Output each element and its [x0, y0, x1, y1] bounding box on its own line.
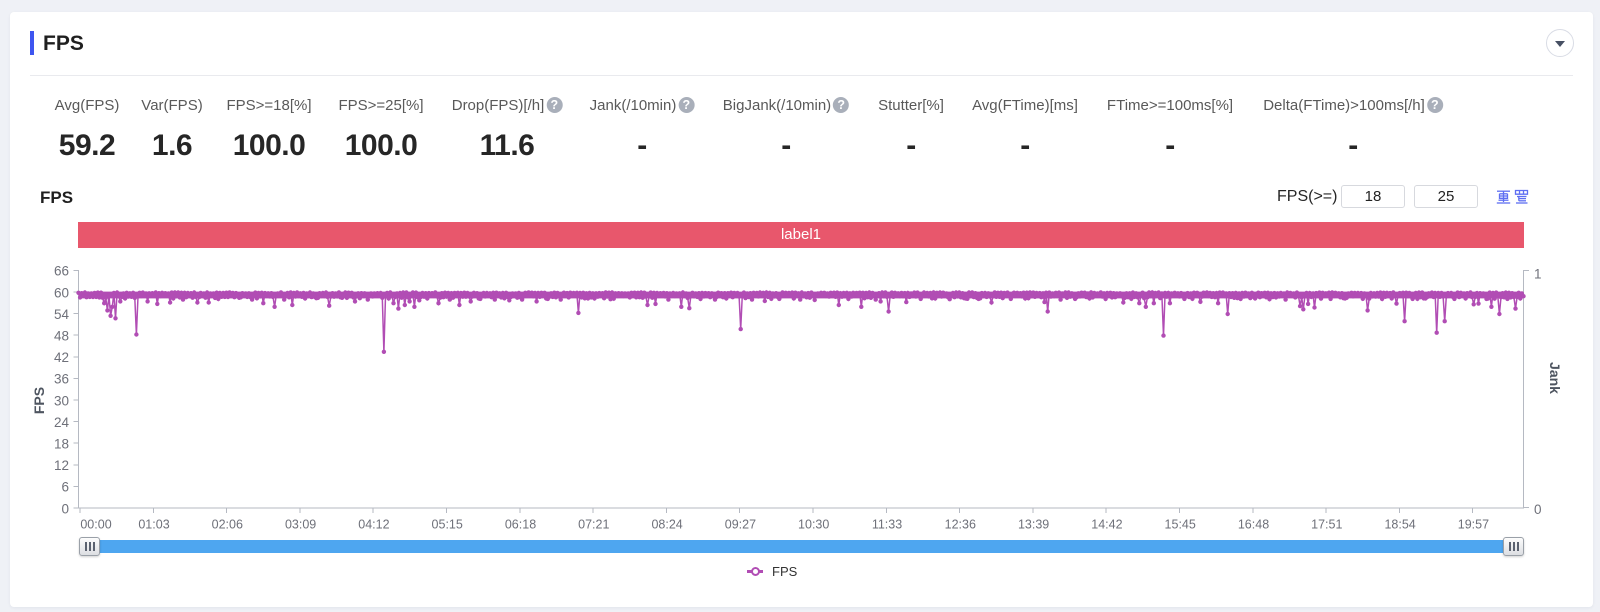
svg-text:12:36: 12:36: [945, 517, 976, 531]
svg-text:10:30: 10:30: [798, 517, 829, 531]
svg-text:18:54: 18:54: [1384, 517, 1415, 531]
svg-text:14:42: 14:42: [1091, 517, 1122, 531]
svg-text:05:15: 05:15: [432, 517, 463, 531]
svg-text:30: 30: [54, 393, 69, 408]
svg-text:18: 18: [54, 437, 69, 452]
svg-text:24: 24: [54, 415, 70, 430]
svg-text:09:27: 09:27: [725, 517, 756, 531]
svg-text:66: 66: [54, 264, 69, 279]
svg-text:04:12: 04:12: [358, 517, 389, 531]
svg-text:01:03: 01:03: [138, 517, 169, 531]
svg-text:06:18: 06:18: [505, 517, 536, 531]
svg-text:FPS: FPS: [31, 387, 47, 414]
svg-text:13:39: 13:39: [1018, 517, 1049, 531]
svg-text:15:45: 15:45: [1165, 517, 1196, 531]
svg-text:00:00: 00:00: [80, 517, 111, 531]
svg-text:07:21: 07:21: [578, 517, 609, 531]
svg-text:6: 6: [61, 480, 69, 495]
svg-text:16:48: 16:48: [1238, 517, 1269, 531]
svg-text:0: 0: [1534, 502, 1542, 517]
svg-text:03:09: 03:09: [285, 517, 316, 531]
svg-text:19:57: 19:57: [1458, 517, 1489, 531]
svg-text:Jank: Jank: [1547, 362, 1563, 394]
svg-text:36: 36: [54, 372, 69, 387]
svg-text:1: 1: [1534, 267, 1542, 282]
svg-text:54: 54: [54, 307, 70, 322]
svg-text:02:06: 02:06: [212, 517, 243, 531]
svg-text:60: 60: [54, 285, 69, 300]
svg-text:48: 48: [54, 329, 69, 344]
svg-text:11:33: 11:33: [872, 517, 902, 531]
svg-text:12: 12: [54, 458, 69, 473]
svg-text:17:51: 17:51: [1311, 517, 1342, 531]
svg-text:42: 42: [54, 350, 69, 365]
svg-text:08:24: 08:24: [651, 517, 682, 531]
svg-text:0: 0: [61, 501, 69, 516]
